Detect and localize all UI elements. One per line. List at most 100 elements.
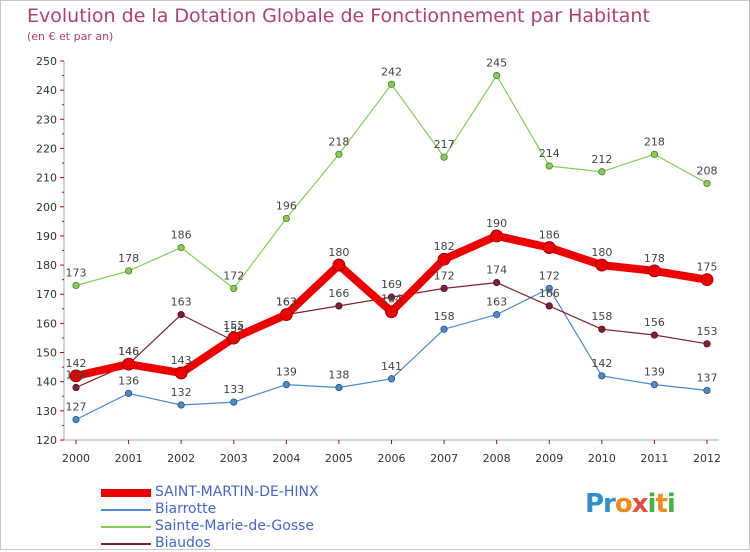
data-label-2-2007: 217 bbox=[434, 138, 455, 151]
data-label-3-2011: 156 bbox=[644, 316, 665, 329]
data-label-2-2001: 178 bbox=[118, 252, 139, 265]
y-tick-label-150: 150 bbox=[36, 347, 57, 360]
data-label-2-2008: 245 bbox=[486, 57, 507, 70]
legend-swatch-3 bbox=[101, 543, 151, 545]
data-label-3-2006: 169 bbox=[381, 278, 402, 291]
data-label-1-2004: 139 bbox=[276, 366, 297, 379]
x-tick-label-2004: 2004 bbox=[272, 452, 300, 465]
data-label-3-2007: 172 bbox=[434, 269, 455, 282]
data-point-0-2003 bbox=[227, 331, 241, 345]
y-tick-label-190: 190 bbox=[36, 230, 57, 243]
data-point-1-2009 bbox=[545, 284, 553, 292]
y-tick-label-170: 170 bbox=[36, 288, 57, 301]
data-point-2-2002 bbox=[177, 243, 185, 252]
data-label-0-2002: 143 bbox=[171, 354, 192, 367]
data-point-2-2012 bbox=[703, 179, 711, 188]
data-label-2-2009: 214 bbox=[539, 147, 560, 160]
data-label-2-2011: 218 bbox=[644, 135, 665, 148]
x-tick-label-2002: 2002 bbox=[167, 452, 195, 465]
x-tick-label-2009: 2009 bbox=[535, 452, 563, 465]
data-point-0-2010 bbox=[595, 258, 609, 272]
data-point-2-2003 bbox=[230, 284, 238, 292]
data-point-3-2005 bbox=[335, 302, 343, 310]
data-label-1-2000: 127 bbox=[66, 401, 87, 414]
chart-subtitle: (en € et par an) bbox=[27, 30, 114, 43]
data-point-3-2007 bbox=[440, 284, 448, 292]
data-point-1-2012 bbox=[703, 386, 711, 395]
data-label-3-2010: 158 bbox=[591, 310, 612, 323]
data-label-3-2012: 153 bbox=[697, 325, 718, 338]
data-point-1-2006 bbox=[387, 375, 396, 383]
data-label-0-2003: 155 bbox=[223, 319, 244, 332]
data-label-3-2005: 166 bbox=[328, 287, 349, 300]
data-point-2-2009 bbox=[545, 162, 553, 170]
legend-label-2: Sainte-Marie-de-Gosse bbox=[155, 518, 315, 534]
data-point-0-2011 bbox=[648, 264, 661, 278]
x-tick-label-2012: 2012 bbox=[693, 452, 721, 465]
data-point-1-2010 bbox=[598, 372, 606, 380]
data-label-0-2008: 190 bbox=[486, 217, 507, 230]
data-point-1-2003 bbox=[230, 398, 238, 406]
data-label-1-2008: 163 bbox=[486, 296, 507, 309]
data-label-3-2003: 154 bbox=[223, 322, 244, 335]
x-tick-label-2001: 2001 bbox=[115, 452, 143, 465]
data-point-0-2000 bbox=[69, 369, 83, 383]
data-label-3-2008: 174 bbox=[486, 264, 507, 277]
y-tick-label-200: 200 bbox=[36, 201, 57, 214]
data-label-1-2007: 158 bbox=[434, 310, 455, 323]
data-label-1-2002: 132 bbox=[171, 386, 192, 399]
data-label-0-2010: 180 bbox=[591, 246, 612, 259]
data-point-2-2010 bbox=[598, 168, 606, 176]
data-label-1-2006: 141 bbox=[381, 360, 402, 373]
data-label-2-2005: 218 bbox=[328, 135, 349, 148]
data-point-2-2008 bbox=[493, 71, 501, 80]
data-point-0-2007 bbox=[437, 252, 451, 266]
x-tick-label-2010: 2010 bbox=[588, 452, 616, 465]
y-tick-label-220: 220 bbox=[36, 142, 57, 155]
y-tick-label-180: 180 bbox=[36, 259, 57, 272]
data-point-1-2001 bbox=[124, 389, 133, 397]
data-label-1-2009: 172 bbox=[539, 269, 560, 282]
data-point-3-2010 bbox=[598, 325, 606, 333]
data-label-1-2001: 136 bbox=[118, 374, 139, 387]
data-label-0-2007: 182 bbox=[434, 240, 455, 253]
data-label-2-2006: 242 bbox=[381, 65, 402, 78]
y-tick-label-250: 250 bbox=[36, 55, 57, 68]
legend-label-3: Biaudos bbox=[155, 535, 211, 551]
data-point-1-2004 bbox=[282, 381, 290, 389]
data-label-1-2003: 133 bbox=[223, 383, 244, 396]
data-point-1-2002 bbox=[177, 401, 185, 409]
data-point-3-2012 bbox=[703, 340, 711, 348]
data-label-0-2000: 142 bbox=[66, 357, 87, 370]
data-label-2-2002: 186 bbox=[171, 229, 192, 242]
x-tick-label-2003: 2003 bbox=[220, 452, 248, 465]
x-tick-label-2000: 2000 bbox=[62, 452, 90, 465]
data-point-2-2005 bbox=[335, 150, 343, 158]
data-label-2-2003: 172 bbox=[223, 269, 244, 282]
data-point-3-2006 bbox=[387, 293, 396, 301]
data-label-2-2010: 212 bbox=[591, 153, 612, 166]
data-point-2-2011 bbox=[650, 150, 659, 158]
x-tick-label-2008: 2008 bbox=[483, 452, 511, 465]
data-point-0-2009 bbox=[542, 241, 556, 254]
data-point-3-2011 bbox=[650, 331, 659, 339]
data-point-2-2007 bbox=[440, 153, 448, 161]
data-label-1-2010: 142 bbox=[591, 357, 612, 370]
data-point-1-2008 bbox=[493, 311, 501, 319]
chart-title: Evolution de la Dotation Globale de Fonc… bbox=[27, 5, 650, 27]
data-point-1-2000 bbox=[72, 415, 80, 424]
data-point-0-2005 bbox=[332, 258, 346, 272]
data-label-3-2009: 166 bbox=[539, 287, 560, 300]
y-tick-label-160: 160 bbox=[36, 317, 57, 330]
data-point-0-2008 bbox=[490, 229, 504, 243]
data-point-3-2000 bbox=[72, 383, 80, 392]
data-point-1-2007 bbox=[440, 325, 448, 333]
y-tick-label-130: 130 bbox=[36, 405, 57, 418]
data-point-3-2009 bbox=[545, 302, 553, 310]
proxiti-logo: Proxiti bbox=[585, 489, 676, 519]
y-tick-label-240: 240 bbox=[36, 84, 57, 97]
data-label-0-2005: 180 bbox=[328, 246, 349, 259]
data-label-3-2001: 146 bbox=[118, 345, 139, 358]
legend-swatch-2 bbox=[101, 526, 151, 528]
